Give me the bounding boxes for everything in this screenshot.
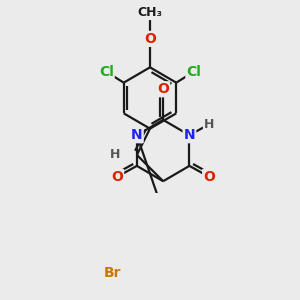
- Text: O: O: [144, 32, 156, 46]
- Text: Br: Br: [104, 266, 122, 280]
- Text: Cl: Cl: [186, 65, 201, 79]
- Text: N: N: [184, 128, 195, 142]
- Text: CH₃: CH₃: [137, 6, 163, 19]
- Text: O: O: [157, 82, 169, 96]
- Text: H: H: [110, 148, 120, 161]
- Text: Cl: Cl: [99, 65, 114, 79]
- Text: H: H: [204, 118, 214, 131]
- Text: N: N: [131, 128, 143, 142]
- Text: O: O: [111, 170, 123, 184]
- Text: O: O: [203, 170, 215, 184]
